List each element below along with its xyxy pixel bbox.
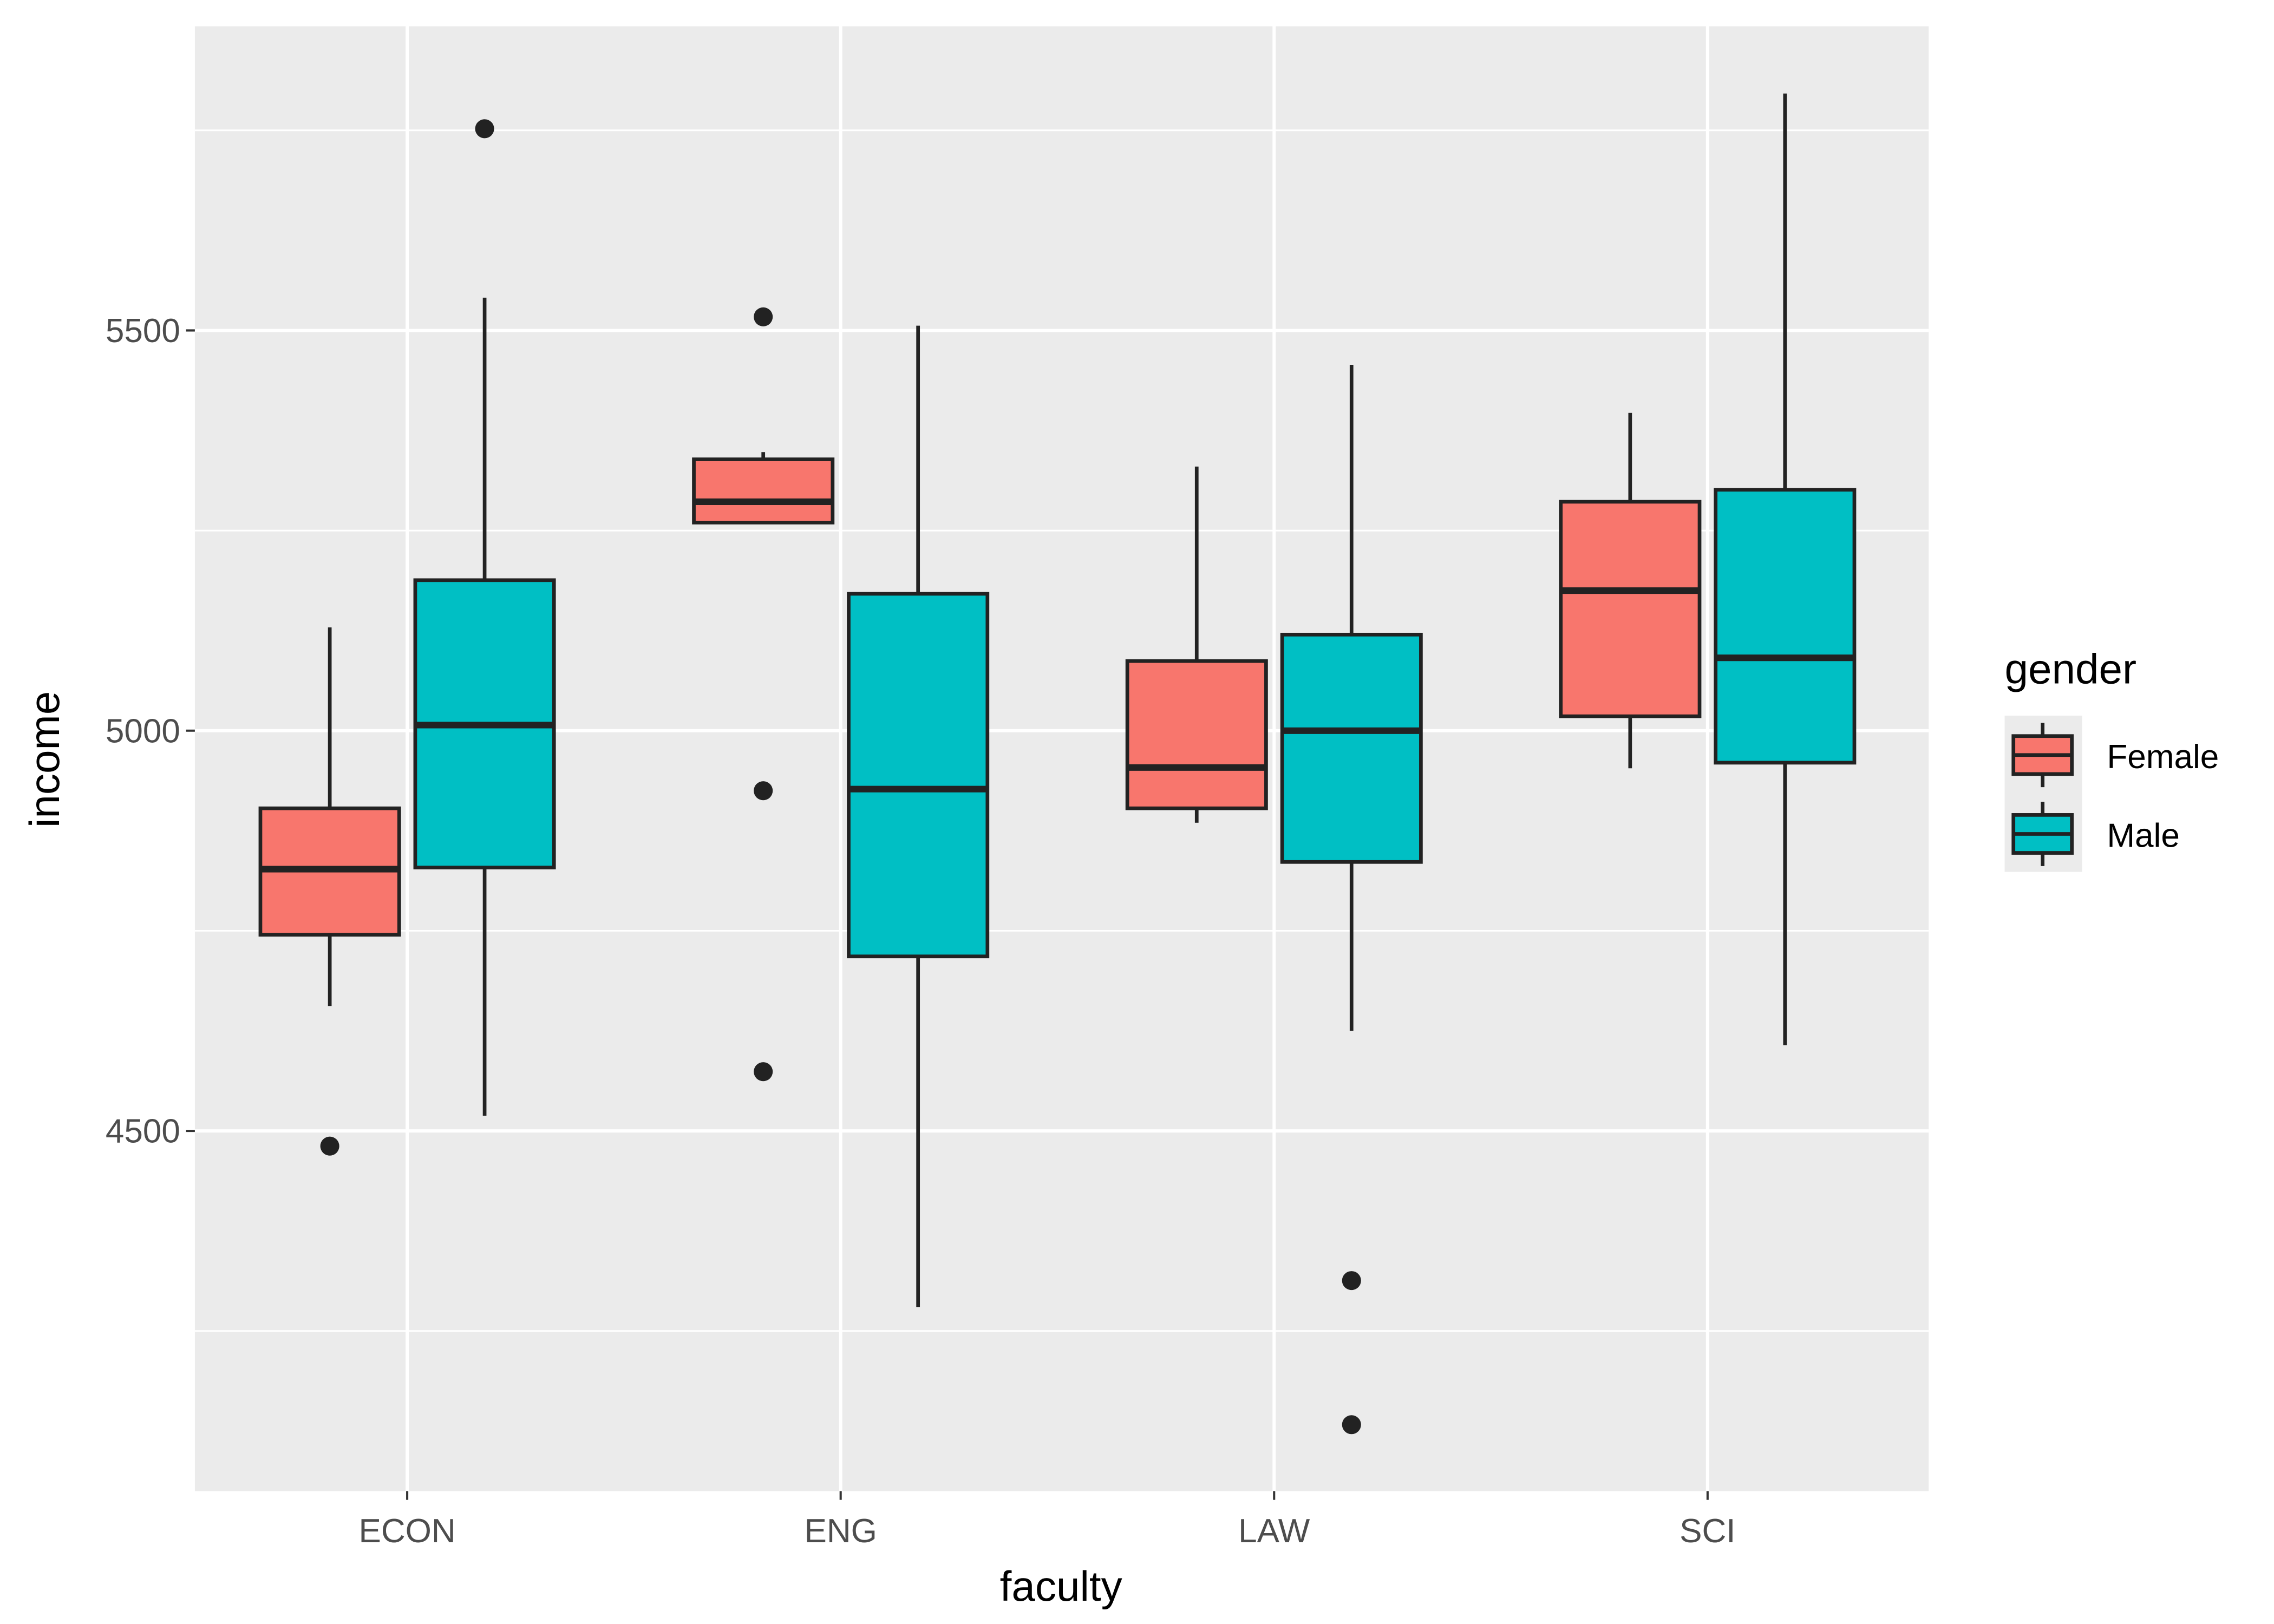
- y-tick-label: 5000: [106, 712, 180, 750]
- y-tick-label: 4500: [106, 1113, 180, 1150]
- outlier-point: [754, 1062, 773, 1082]
- x-axis-title: faculty: [1000, 1562, 1122, 1610]
- box-male-law: [1280, 365, 1423, 1435]
- box-female-law: [1125, 466, 1268, 823]
- box-iqr: [1280, 632, 1423, 864]
- x-tick-label: LAW: [1238, 1512, 1310, 1550]
- box-iqr: [692, 457, 835, 525]
- box-female-econ: [258, 627, 401, 1156]
- box-iqr: [1714, 488, 1857, 765]
- x-tick-label: SCI: [1680, 1512, 1735, 1550]
- outlier-point: [1342, 1415, 1361, 1435]
- legend-item-male: Male: [2011, 802, 2180, 866]
- outlier-point: [320, 1136, 339, 1156]
- box-iqr: [1559, 500, 1702, 718]
- legend: gender Female Male: [2004, 645, 2219, 872]
- outlier-point: [754, 307, 773, 326]
- box-female-eng: [692, 307, 835, 1082]
- x-tick-label: ECON: [358, 1512, 455, 1550]
- box-iqr: [1125, 659, 1268, 810]
- box-iqr: [847, 592, 990, 959]
- x-tick-label: ENG: [804, 1512, 877, 1550]
- axes: ECON ENG LAW SCI 4500 5000 5500: [106, 312, 1736, 1550]
- legend-item-female: Female: [2011, 723, 2219, 788]
- box-male-sci: [1714, 93, 1857, 1045]
- box-male-eng: [847, 325, 990, 1307]
- outlier-point: [754, 781, 773, 801]
- legend-title: gender: [2005, 645, 2137, 693]
- box-male-econ: [413, 119, 556, 1116]
- outlier-point: [1342, 1271, 1361, 1291]
- y-axis-title: income: [21, 691, 68, 828]
- y-tick-label: 5500: [106, 312, 180, 350]
- legend-label: Female: [2107, 738, 2219, 776]
- boxes: [258, 93, 1857, 1435]
- legend-label: Male: [2107, 817, 2179, 855]
- outlier-point: [475, 119, 494, 139]
- box-female-sci: [1559, 412, 1702, 769]
